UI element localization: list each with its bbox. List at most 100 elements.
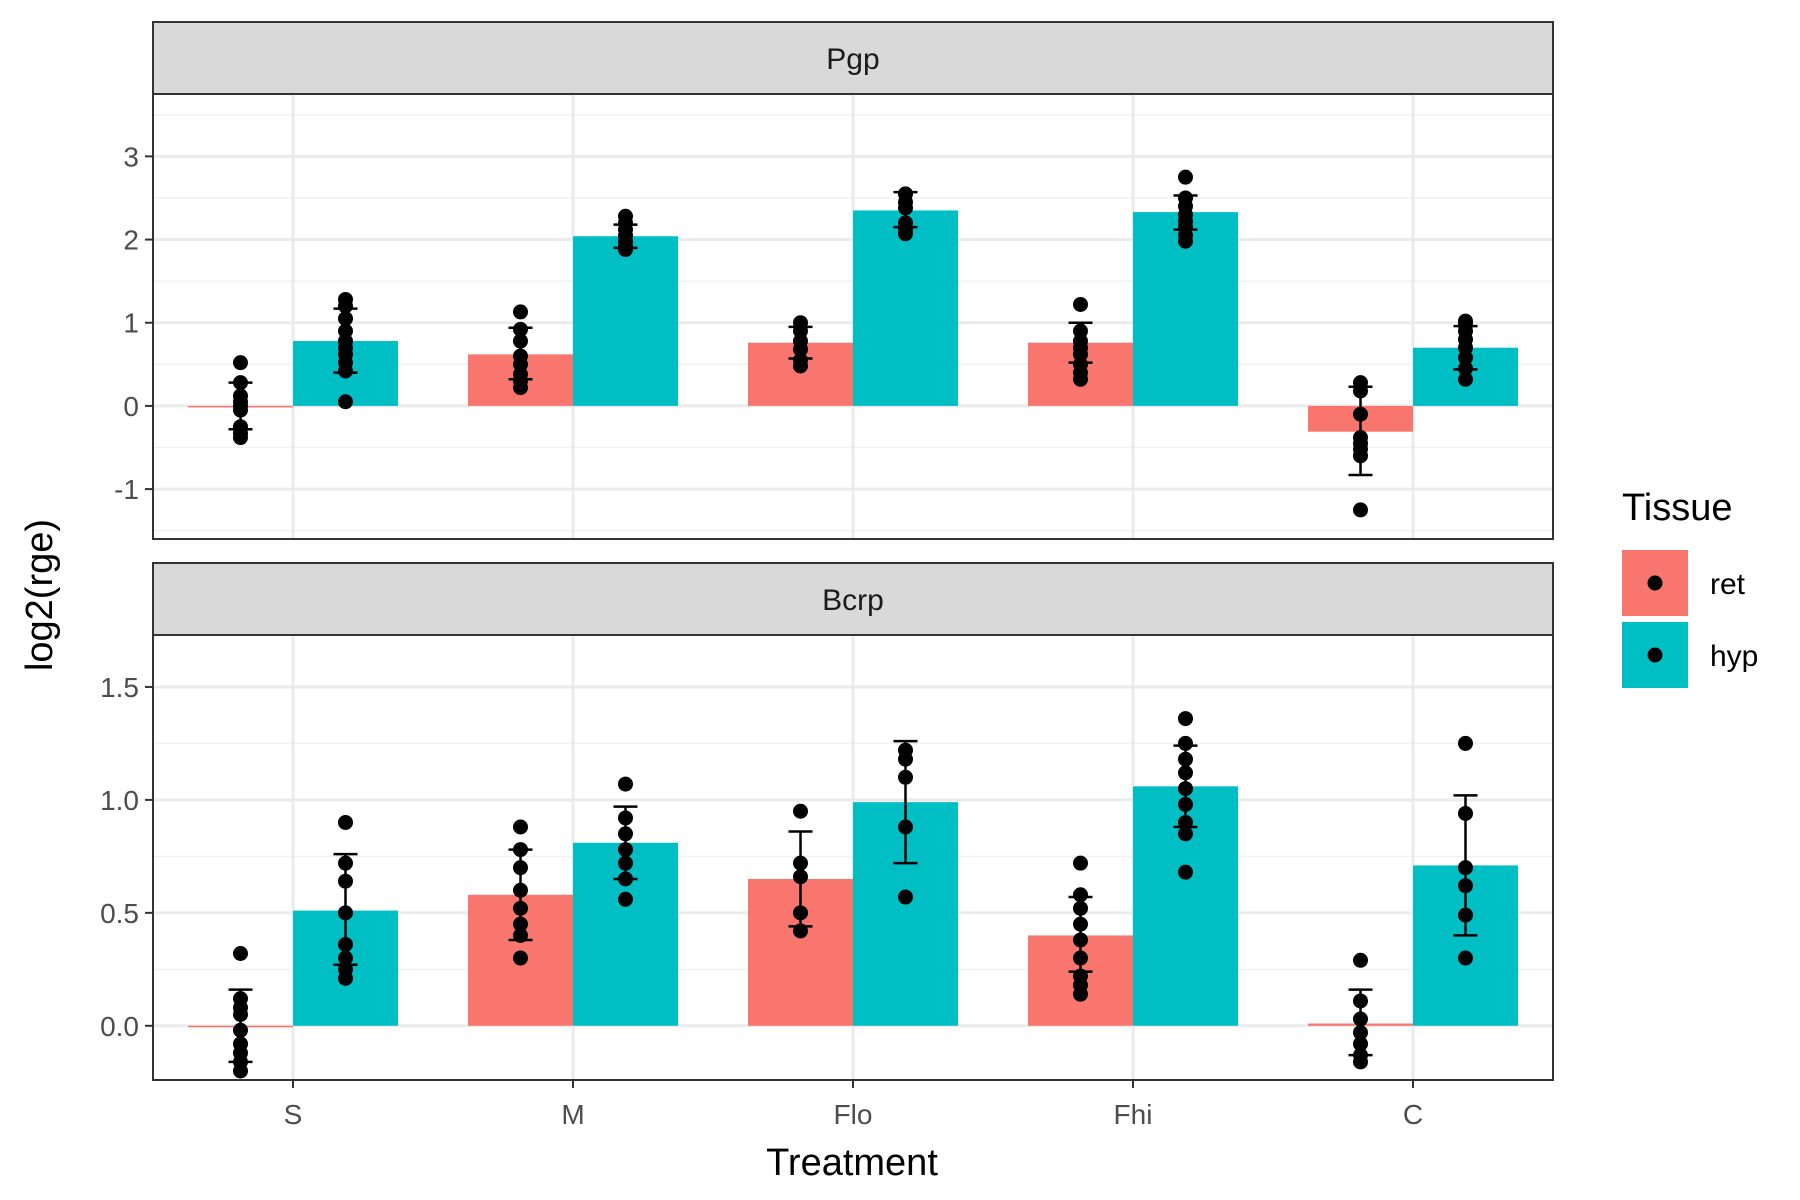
y-tick-label: 3: [123, 141, 139, 172]
data-point-hyp: [338, 855, 353, 871]
y-tick-label: 0.0: [100, 1011, 139, 1042]
data-point-hyp: [1458, 371, 1473, 387]
x-tick-label: C: [1403, 1099, 1423, 1130]
data-point-hyp: [618, 810, 633, 826]
legend-key-point: [1647, 647, 1663, 663]
y-tick-label: 1.5: [100, 672, 139, 703]
data-point-ret: [1073, 296, 1088, 312]
panel-bcrp: Bcrp 0.0 0.5 1.0 1.5: [100, 562, 1554, 1081]
data-point-hyp: [898, 819, 913, 835]
data-point-ret: [233, 355, 248, 371]
data-point-ret: [1353, 1036, 1368, 1052]
legend: Tissue ret hyp: [1622, 487, 1758, 688]
data-point-hyp: [618, 891, 633, 907]
data-point-ret: [1353, 1025, 1368, 1041]
chart-panels: Pgp -1 0 1 2 3 Bcrp 0.0 0.5 1.0 1.5 S M Flo Fhi C: [100, 21, 1554, 1130]
data-point-hyp: [338, 873, 353, 889]
data-point-hyp: [1458, 360, 1473, 376]
data-point-ret: [513, 333, 528, 349]
data-point-ret: [513, 882, 528, 898]
data-point-ret: [1353, 1011, 1368, 1027]
data-point-ret: [1073, 371, 1088, 387]
data-point-hyp: [1458, 805, 1473, 821]
data-point-ret: [1073, 950, 1088, 966]
y-tick-label: 1: [123, 308, 139, 339]
x-tick-label: Fhi: [1114, 1099, 1153, 1130]
data-point-hyp: [1178, 864, 1193, 880]
data-point-hyp: [1178, 711, 1193, 727]
bar-hyp-flo: [853, 210, 958, 406]
data-point-hyp: [1178, 233, 1193, 249]
data-point-ret: [1073, 932, 1088, 948]
y-tick-label: -1: [114, 474, 139, 505]
data-point-ret: [1353, 993, 1368, 1009]
data-point-hyp: [338, 363, 353, 379]
data-point-ret: [233, 1063, 248, 1079]
y-tick-label: 2: [123, 225, 139, 256]
data-point-hyp: [1178, 751, 1193, 767]
data-point-hyp: [1458, 950, 1473, 966]
data-point-hyp: [338, 970, 353, 986]
data-point-ret: [1073, 986, 1088, 1002]
data-point-hyp: [898, 889, 913, 905]
x-tick-label: Flo: [834, 1099, 873, 1130]
data-point-hyp: [1178, 826, 1193, 842]
data-point-hyp: [898, 751, 913, 767]
data-point-ret: [1073, 916, 1088, 932]
data-point-ret: [1073, 855, 1088, 871]
data-point-ret: [1353, 383, 1368, 399]
facet-strip: [152, 562, 1554, 636]
legend-label-ret: ret: [1710, 568, 1746, 601]
bar-hyp-m: [573, 236, 678, 406]
data-point-hyp: [338, 814, 353, 830]
data-point-hyp: [1458, 860, 1473, 876]
data-point-hyp: [338, 394, 353, 410]
data-point-ret: [1353, 406, 1368, 422]
data-point-hyp: [338, 311, 353, 327]
data-point-hyp: [338, 298, 353, 314]
data-point-hyp: [1178, 765, 1193, 781]
data-point-ret: [793, 803, 808, 819]
data-point-hyp: [338, 950, 353, 966]
facet-strip: [152, 21, 1554, 95]
data-point-hyp: [618, 826, 633, 842]
data-point-ret: [513, 950, 528, 966]
data-point-hyp: [898, 200, 913, 216]
data-point-hyp: [1458, 350, 1473, 366]
data-point-ret: [1353, 952, 1368, 968]
data-point-hyp: [618, 871, 633, 887]
data-point-ret: [793, 341, 808, 357]
data-point-hyp: [338, 936, 353, 952]
data-point-hyp: [338, 905, 353, 921]
facet-strip-label: Pgp: [826, 43, 879, 76]
data-point-ret: [513, 321, 528, 337]
data-point-ret: [793, 855, 808, 871]
data-point-ret: [513, 819, 528, 835]
data-point-hyp: [1458, 878, 1473, 894]
data-point-ret: [793, 923, 808, 939]
data-point-ret: [793, 869, 808, 885]
data-point-ret: [233, 375, 248, 391]
x-tick-label: M: [561, 1099, 584, 1130]
facet-strip-label: Bcrp: [822, 584, 884, 617]
legend-title: Tissue: [1622, 487, 1733, 529]
data-point-ret: [513, 842, 528, 858]
data-point-ret: [1353, 502, 1368, 518]
legend-label-hyp: hyp: [1710, 640, 1758, 673]
data-point-ret: [1353, 448, 1368, 464]
panel-pgp: Pgp -1 0 1 2 3: [114, 21, 1554, 540]
data-point-ret: [233, 1022, 248, 1038]
data-point-ret: [1073, 887, 1088, 903]
data-point-hyp: [618, 842, 633, 858]
data-point-hyp: [618, 776, 633, 792]
data-point-ret: [1353, 1054, 1368, 1070]
data-point-ret: [233, 430, 248, 446]
data-point-ret: [793, 358, 808, 374]
data-point-ret: [513, 860, 528, 876]
y-tick-label: 1.0: [100, 785, 139, 816]
data-point-hyp: [1178, 735, 1193, 751]
data-point-hyp: [1458, 735, 1473, 751]
y-tick-label: 0: [123, 391, 139, 422]
data-point-hyp: [1178, 814, 1193, 830]
data-point-hyp: [618, 242, 633, 258]
